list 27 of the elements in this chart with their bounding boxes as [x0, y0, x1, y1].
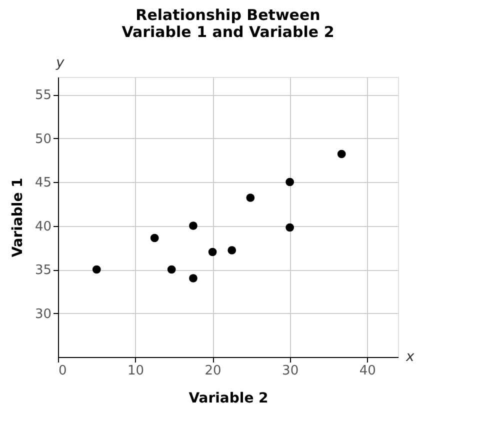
x-axis-title: Variable 2 [188, 390, 268, 406]
point [286, 223, 294, 232]
text: x [405, 349, 415, 365]
point [208, 248, 217, 256]
point [337, 150, 346, 158]
point [189, 222, 198, 230]
y-tick-label: 45 [34, 176, 52, 190]
point [167, 265, 176, 274]
x-tick-label: 30 [282, 364, 299, 378]
x-tick-label: 10 [128, 364, 144, 378]
y-tick-label: 35 [34, 263, 52, 278]
point [189, 274, 198, 282]
y-axis-title: Variable 1 [10, 178, 26, 258]
y-tick-label: 30 [34, 306, 52, 322]
x-tick-label: 40 [359, 364, 376, 378]
y-tick-label: 40 [34, 219, 52, 234]
x-tick-label: 0 [58, 364, 67, 378]
chart-title: Relationship Between Variable 1 and Variable 2 [122, 6, 334, 41]
point [246, 194, 255, 202]
point [228, 246, 236, 254]
point [92, 265, 101, 274]
y-tick-label: 55 [34, 88, 52, 103]
point [150, 234, 159, 242]
text: y [55, 55, 65, 71]
point [286, 178, 294, 186]
x-tick-label: 20 [204, 364, 222, 378]
y-tick-label: 50 [34, 132, 52, 147]
